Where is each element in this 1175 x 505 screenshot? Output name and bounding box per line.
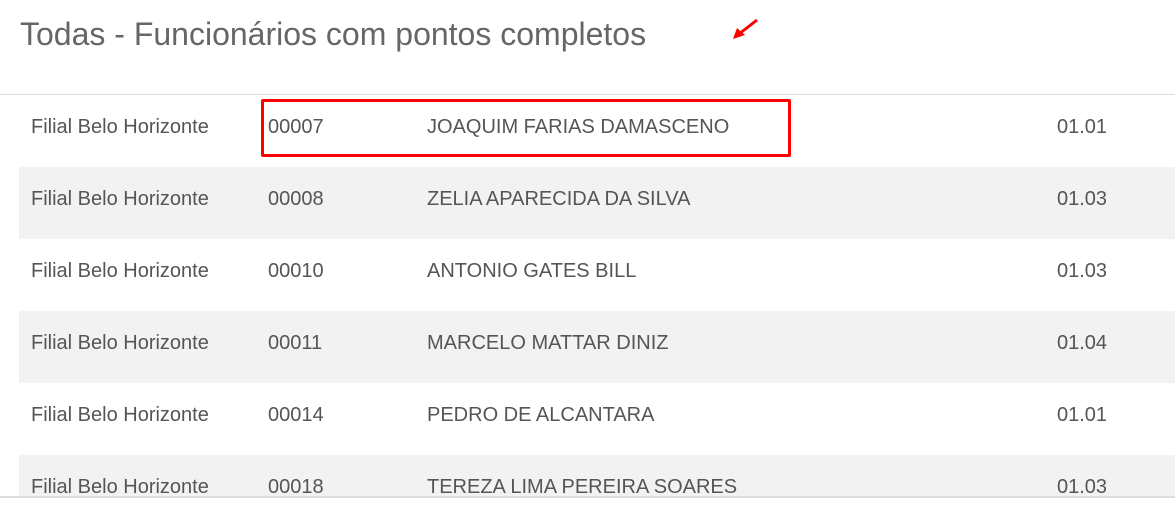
divider xyxy=(0,496,1175,498)
name-cell: JOAQUIM FARIAS DAMASCENO xyxy=(427,116,730,138)
table-row[interactable]: Filial Belo Horizonte 00007 JOAQUIM FARI… xyxy=(19,95,1175,167)
branch-cell: Filial Belo Horizonte xyxy=(31,260,209,282)
table-row[interactable]: Filial Belo Horizonte 00011 MARCELO MATT… xyxy=(19,311,1175,383)
page-title: Todas - Funcionários com pontos completo… xyxy=(20,16,647,52)
name-cell: ANTONIO GATES BILL xyxy=(427,260,637,282)
table-row[interactable]: Filial Belo Horizonte 00008 ZELIA APAREC… xyxy=(19,167,1175,239)
name-cell: PEDRO DE ALCANTARA xyxy=(427,404,655,426)
name-cell: MARCELO MATTAR DINIZ xyxy=(427,332,669,354)
value-cell: 01.01 xyxy=(1057,404,1108,426)
code-cell: 00010 xyxy=(268,260,324,282)
value-cell: 01.01 xyxy=(1057,116,1108,138)
value-cell: 01.03 xyxy=(1057,188,1108,210)
code-cell: 00018 xyxy=(268,476,324,496)
branch-cell: Filial Belo Horizonte xyxy=(31,404,209,426)
code-cell: 00014 xyxy=(268,404,324,426)
code-cell: 00011 xyxy=(268,332,323,354)
value-cell: 01.03 xyxy=(1057,476,1108,496)
divider xyxy=(0,94,1175,95)
table-row[interactable]: Filial Belo Horizonte 00010 ANTONIO GATE… xyxy=(19,239,1175,311)
branch-cell: Filial Belo Horizonte xyxy=(31,116,209,138)
name-cell: ZELIA APARECIDA DA SILVA xyxy=(427,188,691,210)
code-cell: 00008 xyxy=(268,188,324,210)
value-cell: 01.04 xyxy=(1057,332,1108,354)
employee-table: Filial Belo Horizonte 00007 JOAQUIM FARI… xyxy=(19,95,1175,496)
value-cell: 01.03 xyxy=(1057,260,1108,282)
branch-cell: Filial Belo Horizonte xyxy=(31,332,209,354)
branch-cell: Filial Belo Horizonte xyxy=(31,476,209,496)
table-row[interactable]: Filial Belo Horizonte 00014 PEDRO DE ALC… xyxy=(19,383,1175,455)
code-cell: 00007 xyxy=(268,116,324,138)
name-cell: TEREZA LIMA PEREIRA SOARES xyxy=(427,476,738,496)
annotation-arrow-icon xyxy=(733,18,758,39)
branch-cell: Filial Belo Horizonte xyxy=(31,188,209,210)
table-row[interactable]: Filial Belo Horizonte 00018 TEREZA LIMA … xyxy=(19,455,1175,496)
